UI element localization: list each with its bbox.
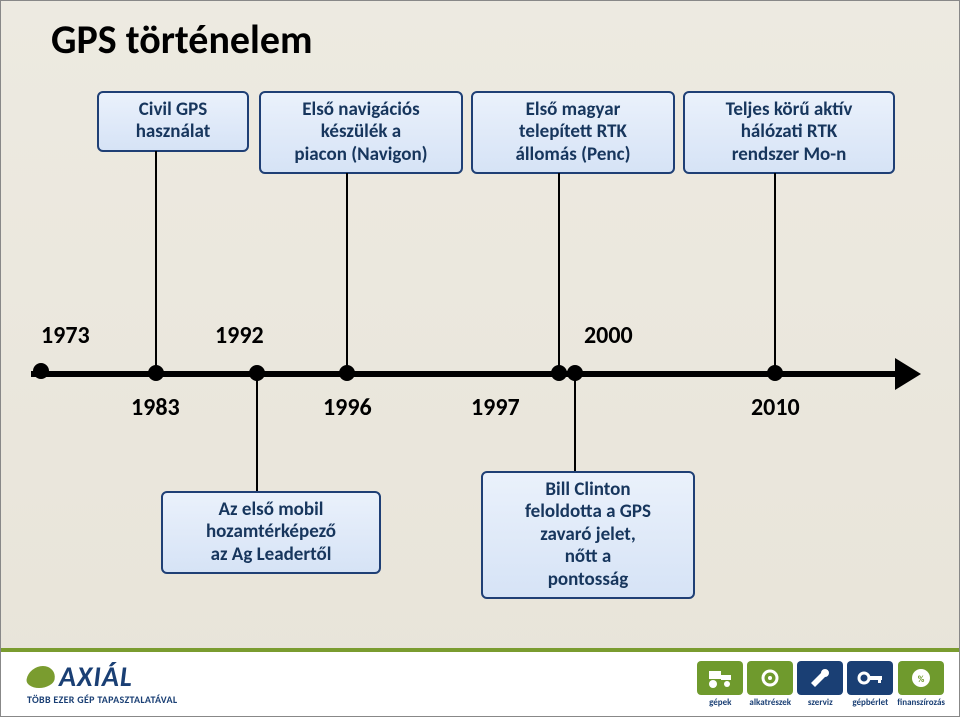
event-text: nőtt a bbox=[565, 545, 612, 568]
event-text: Bill Clinton bbox=[545, 478, 630, 501]
footer-icon-finanszírozás: % finanszírozás bbox=[897, 661, 945, 708]
axial-brand-text: AXIÁL bbox=[59, 663, 133, 691]
year-label: 2000 bbox=[584, 321, 633, 350]
footer-icon-gépek: gépek bbox=[697, 661, 743, 708]
connector bbox=[574, 377, 576, 471]
footer-icon-label: gépek bbox=[709, 697, 731, 708]
event-box-first-rtk: Első magyartelepített RTKállomás (Penc) bbox=[471, 91, 675, 174]
slide: GPS történelem Civil GPShasználatElső na… bbox=[0, 0, 960, 717]
footer-icon-gépbérlet: gépbérlet bbox=[847, 661, 893, 708]
event-text: Első magyar bbox=[526, 98, 621, 121]
event-text: zavaró jelet, bbox=[540, 523, 636, 546]
part-icon bbox=[747, 661, 793, 695]
timeline-dot bbox=[567, 365, 583, 381]
connector bbox=[558, 173, 560, 371]
event-box-civil-gps: Civil GPShasználat bbox=[97, 91, 249, 152]
axial-logo: AXIÁL TÖBB EZER GÉP TAPASZTALATÁVAL bbox=[27, 663, 177, 706]
year-label: 1973 bbox=[41, 321, 90, 350]
footer-icon-label: finanszírozás bbox=[897, 697, 945, 708]
footer-icon-alkatrészek: alkatrészek bbox=[747, 661, 793, 708]
connector bbox=[155, 151, 157, 371]
footer-icon-label: szerviz bbox=[808, 697, 833, 708]
connector bbox=[256, 377, 258, 491]
timeline-axis bbox=[31, 371, 901, 377]
key-icon bbox=[847, 661, 893, 695]
timeline-arrowhead bbox=[895, 358, 921, 390]
event-text: készülék a bbox=[321, 120, 401, 143]
event-text: hálózati RTK bbox=[741, 120, 838, 143]
page-title: GPS történelem bbox=[51, 15, 313, 64]
event-text: Civil GPS bbox=[139, 98, 208, 121]
event-text: feloldotta a GPS bbox=[525, 500, 651, 523]
event-text: Az első mobil bbox=[219, 498, 324, 521]
event-box-bill-clinton: Bill Clintonfeloldotta a GPSzavaró jelet… bbox=[481, 471, 695, 599]
tractor-icon bbox=[697, 661, 743, 695]
connector bbox=[346, 173, 348, 371]
timeline-start-dot bbox=[33, 363, 49, 379]
year-label: 1983 bbox=[131, 393, 180, 422]
wrench-icon bbox=[797, 661, 843, 695]
event-text: használat bbox=[136, 120, 211, 143]
year-label: 2010 bbox=[751, 393, 800, 422]
timeline-dot bbox=[249, 365, 265, 381]
event-text: pontosság bbox=[548, 568, 629, 591]
axial-swoosh-icon bbox=[25, 666, 57, 688]
footer-icons: gépek alkatrészek szerviz gépbérlet% finansz… bbox=[697, 661, 945, 708]
badge-icon: % bbox=[898, 661, 944, 695]
footer-icon-szerviz: szerviz bbox=[797, 661, 843, 708]
event-box-first-nav: Első navigációskészülék apiacon (Navigon… bbox=[259, 91, 463, 174]
event-text: állomás (Penc) bbox=[516, 143, 631, 166]
event-text: hozamtérképező bbox=[206, 520, 336, 543]
event-text: az Ag Leadertől bbox=[211, 543, 332, 566]
footer-icon-label: gépbérlet bbox=[852, 697, 888, 708]
event-box-full-network: Teljes körű aktívhálózati RTKrendszer Mo… bbox=[683, 91, 895, 174]
year-label: 1996 bbox=[323, 393, 372, 422]
footer: AXIÁL TÖBB EZER GÉP TAPASZTALATÁVAL gépe… bbox=[1, 650, 959, 716]
year-label: 1992 bbox=[215, 321, 264, 350]
event-text: piacon (Navigon) bbox=[294, 143, 427, 166]
year-label: 1997 bbox=[471, 393, 520, 422]
connector bbox=[774, 173, 776, 371]
axial-tagline: TÖBB EZER GÉP TAPASZTALATÁVAL bbox=[27, 693, 177, 706]
event-text: Első navigációs bbox=[302, 98, 419, 121]
event-box-first-mobile: Az első mobilhozamtérképezőaz Ag Leadert… bbox=[161, 491, 381, 574]
svg-text:%: % bbox=[918, 674, 925, 685]
axial-brand: AXIÁL bbox=[27, 663, 177, 691]
event-text: Teljes körű aktív bbox=[726, 98, 853, 121]
event-text: telepített RTK bbox=[519, 120, 627, 143]
event-text: rendszer Mo-n bbox=[732, 143, 847, 166]
footer-icon-label: alkatrészek bbox=[749, 697, 791, 708]
